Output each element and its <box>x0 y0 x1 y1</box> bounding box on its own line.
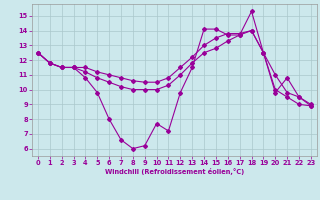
X-axis label: Windchill (Refroidissement éolien,°C): Windchill (Refroidissement éolien,°C) <box>105 168 244 175</box>
